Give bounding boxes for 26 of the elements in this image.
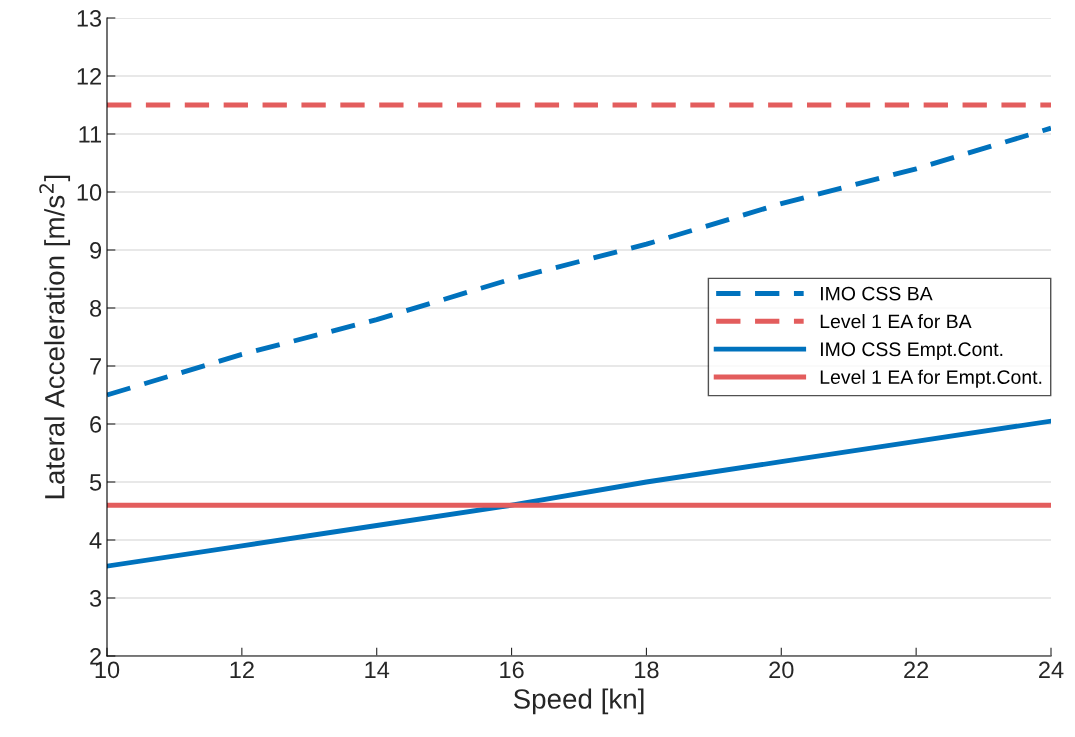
legend-label: Level 1 EA for Empt.Cont. bbox=[820, 369, 1042, 388]
y-tick-label: 6 bbox=[90, 416, 102, 433]
x-tick-label: 22 bbox=[904, 661, 929, 678]
x-axis-title: Speed [kn] bbox=[513, 688, 644, 715]
y-tick-label: 3 bbox=[89, 590, 102, 607]
y-tick-label: 9 bbox=[90, 242, 102, 259]
line-series bbox=[107, 418, 1051, 569]
y-tick-label: 4 bbox=[89, 532, 102, 549]
x-tick-label: 14 bbox=[365, 661, 390, 678]
y-tick-label: 12 bbox=[77, 68, 101, 85]
x-tick-label: 24 bbox=[1039, 661, 1064, 678]
x-tick-label: 16 bbox=[500, 661, 524, 679]
y-tick-label: 8 bbox=[90, 300, 102, 317]
line-series bbox=[107, 125, 1051, 398]
y-tick-label: 10 bbox=[77, 184, 102, 201]
y-tick-label: 11 bbox=[79, 126, 101, 143]
y-axis-title: Lateral Acceleration [m/s$^{2}$] bbox=[39, 175, 71, 499]
legend-label: IMO CSS Empt.Cont. bbox=[821, 342, 1003, 360]
x-tick-label: 20 bbox=[769, 661, 794, 679]
y-tick-label: 7 bbox=[90, 358, 101, 375]
legend-label: IMO CSS BA bbox=[821, 286, 933, 301]
legend-label: Level 1 EA for BA bbox=[820, 314, 972, 329]
y-tick-label: 5 bbox=[89, 474, 102, 491]
x-tick-label: 18 bbox=[635, 661, 659, 679]
y-tick-label: 13 bbox=[77, 10, 102, 27]
x-tick-label: 12 bbox=[230, 661, 254, 678]
